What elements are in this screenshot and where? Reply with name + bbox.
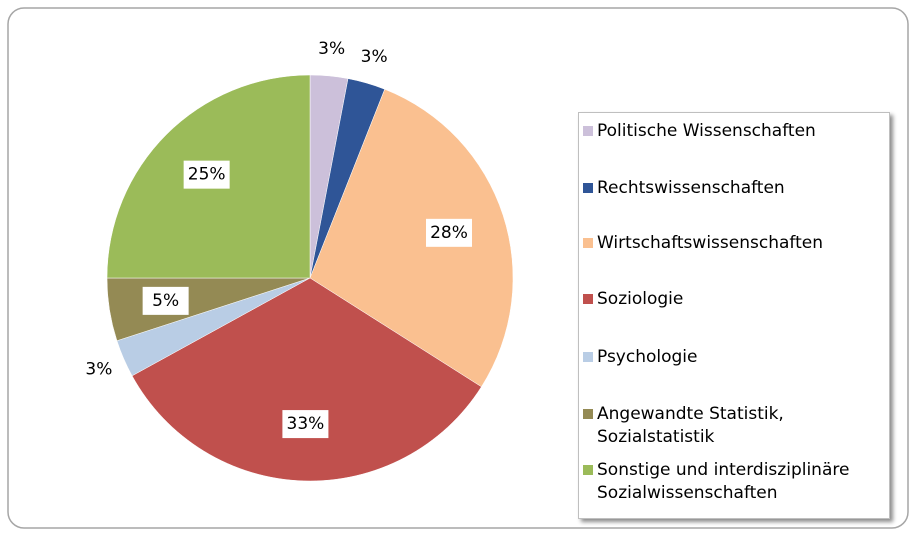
legend-item: Politische Wissenschaften xyxy=(583,120,882,143)
label-box xyxy=(183,160,230,189)
legend-swatch xyxy=(583,294,593,304)
legend-swatch xyxy=(583,465,593,475)
legend-item: Psychologie xyxy=(583,346,882,369)
legend-label: Soziologie xyxy=(597,289,684,309)
legend: Politische Wissenschaften Rechtswissensch… xyxy=(578,112,890,519)
legend-item: Angewandte Statistik, Sozialstatistik xyxy=(583,403,882,449)
data-label: 28% xyxy=(430,223,468,243)
legend-swatch xyxy=(583,409,593,419)
data-label: 25% xyxy=(188,165,226,185)
data-label: 3% xyxy=(85,359,112,379)
legend-label: Sonstige und interdisziplinäre Sozialwis… xyxy=(597,460,850,503)
legend-swatch xyxy=(583,238,593,248)
label-box xyxy=(426,218,473,247)
pie-slice xyxy=(309,88,514,388)
data-label: 5% xyxy=(152,291,179,311)
legend-item: Soziologie xyxy=(583,288,882,311)
label-box xyxy=(142,286,189,315)
legend-label: Wirtschaftswissenschaften xyxy=(597,233,823,253)
legend-item: Sonstige und interdisziplinäre Sozialwis… xyxy=(583,459,882,505)
legend-swatch xyxy=(583,183,593,193)
legend-label: Angewandte Statistik, Sozialstatistik xyxy=(597,404,784,447)
legend-label: Psychologie xyxy=(597,347,698,367)
legend-swatch xyxy=(583,352,593,362)
label-box xyxy=(282,410,329,439)
data-label: 33% xyxy=(287,414,325,434)
legend-item: Rechtswissenschaften xyxy=(583,177,882,200)
pie-slice xyxy=(131,277,482,482)
data-label: 3% xyxy=(361,47,388,67)
legend-swatch xyxy=(583,126,593,136)
legend-label: Politische Wissenschaften xyxy=(597,121,816,141)
legend-item: Wirtschaftswissenschaften xyxy=(583,232,882,255)
legend-label: Rechtswissenschaften xyxy=(597,178,785,198)
data-label: 3% xyxy=(318,39,345,59)
